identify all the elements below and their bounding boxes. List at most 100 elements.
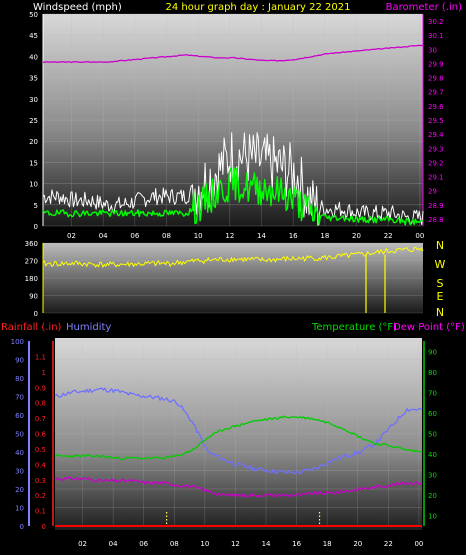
chart-title: 24 hour graph day : January 22 2021 <box>166 2 351 13</box>
compass-w: W <box>435 258 446 271</box>
x-tick-label: 08 <box>162 232 171 240</box>
rainfall-tick-label: 0.7 <box>35 415 46 423</box>
x-tick-label: 06 <box>139 540 148 548</box>
temperature-tick-label: 40 <box>428 451 437 459</box>
wind-tick-label: 20 <box>29 138 38 146</box>
weather-panel-background <box>55 338 422 530</box>
barometer-tick-label: 30 <box>428 46 437 54</box>
wind-tick-label: 35 <box>29 75 38 83</box>
x-tick-label: 02 <box>78 540 87 548</box>
x-tick-label: 04 <box>109 540 118 548</box>
temperature-tick-label: 50 <box>428 431 437 439</box>
temperature-tick-label: 60 <box>428 410 437 418</box>
barometer-axis-label: Barometer (.in) <box>386 2 462 13</box>
barometer-tick-label: 30.1 <box>428 32 444 40</box>
barometer-tick-label: 29.3 <box>428 145 444 153</box>
rainfall-tick-label: 0.4 <box>35 461 47 469</box>
axes: 0510152025303540455028.828.92929.129.229… <box>11 11 445 548</box>
wind-tick-label: 50 <box>29 11 38 19</box>
wind-tick-label: 0 <box>34 223 38 231</box>
x-tick-label: 12 <box>231 540 240 548</box>
temperature-tick-label: 20 <box>428 492 437 500</box>
direction-tick-label: 0 <box>34 310 38 318</box>
compass-n-top: N <box>436 239 444 252</box>
barometer-tick-label: 29 <box>428 188 437 196</box>
x-tick-label: 18 <box>320 232 329 240</box>
temperature-axis-label: Temperature (°F) <box>311 322 397 333</box>
x-tick-label: 10 <box>200 540 209 548</box>
rainfall-tick-label: 1.1 <box>35 353 46 361</box>
humidity-tick-label: 20 <box>15 486 24 494</box>
x-tick-label: 20 <box>353 540 362 548</box>
humidity-tick-label: 90 <box>15 357 24 365</box>
direction-line <box>42 246 424 268</box>
barometer-tick-label: 29.5 <box>428 117 444 125</box>
humidity-tick-label: 0 <box>20 523 24 531</box>
x-tick-label: 16 <box>292 540 301 548</box>
barometer-tick-label: 29.2 <box>428 159 444 167</box>
direction-tick-label: 360 <box>25 240 38 248</box>
humidity-tick-label: 60 <box>15 412 24 420</box>
x-tick-label: 04 <box>99 232 108 240</box>
barometer-tick-label: 29.8 <box>428 75 444 83</box>
x-tick-label: 14 <box>257 232 266 240</box>
x-tick-label: 06 <box>130 232 139 240</box>
humidity-line <box>54 387 423 475</box>
temperature-tick-label: 30 <box>428 472 437 480</box>
temperature-tick-label: 10 <box>428 513 437 521</box>
x-tick-label: 02 <box>67 232 76 240</box>
direction-tick-label: 180 <box>25 275 38 283</box>
wind-tick-label: 40 <box>29 53 38 61</box>
rainfall-tick-label: 0.8 <box>35 400 46 408</box>
x-tick-label: 00 <box>414 540 423 548</box>
barometer-line <box>42 44 424 64</box>
temperature-tick-label: 80 <box>428 369 437 377</box>
humidity-tick-label: 10 <box>15 505 24 513</box>
rainfall-tick-label: 0.3 <box>35 477 46 485</box>
humidity-tick-label: 100 <box>11 338 24 346</box>
temperature-tick-label: 90 <box>428 348 437 356</box>
wind-tick-label: 15 <box>29 159 38 167</box>
humidity-tick-label: 50 <box>15 431 24 439</box>
rainfall-tick-label: 0.6 <box>35 431 47 439</box>
x-tick-label: 16 <box>289 232 298 240</box>
x-tick-label: 22 <box>384 540 393 548</box>
x-tick-label: 14 <box>262 540 271 548</box>
barometer-tick-label: 28.9 <box>428 202 444 210</box>
dewpoint-line <box>54 476 423 498</box>
barometer-tick-label: 29.4 <box>428 131 444 139</box>
x-tick-label: 22 <box>384 232 393 240</box>
barometer-tick-label: 28.8 <box>428 216 444 224</box>
x-tick-label: 18 <box>323 540 332 548</box>
compass-n-bottom: N <box>436 306 444 319</box>
barometer-tick-label: 29.9 <box>428 60 444 68</box>
rainfall-tick-label: 0.1 <box>35 508 46 516</box>
rainfall-tick-label: 0.2 <box>35 492 46 500</box>
direction-tick-label: 270 <box>25 258 38 266</box>
series-layer <box>42 44 424 527</box>
wind-average-line <box>42 167 424 226</box>
x-tick-label: 10 <box>194 232 203 240</box>
x-tick-label: 12 <box>225 232 234 240</box>
rainfall-tick-label: 1 <box>42 369 46 377</box>
wind-axis-label: Windspeed (mph) <box>33 2 122 13</box>
humidity-tick-label: 80 <box>15 375 24 383</box>
rainfall-tick-label: 0.9 <box>35 384 46 392</box>
barometer-tick-label: 29.7 <box>428 89 444 97</box>
rainfall-tick-label: 0 <box>42 523 46 531</box>
x-tick-label: 00 <box>415 232 424 240</box>
wind-tick-label: 5 <box>34 202 38 210</box>
temperature-line <box>54 415 423 461</box>
humidity-axis-label: Humidity <box>66 322 111 333</box>
wind-tick-label: 30 <box>29 96 38 104</box>
humidity-tick-label: 70 <box>15 394 24 402</box>
compass-e: E <box>437 290 444 303</box>
x-tick-label: 08 <box>170 540 179 548</box>
temperature-tick-label: 70 <box>428 389 437 397</box>
dewpoint-axis-label: Dew Point (°F) <box>393 322 465 333</box>
barometer-tick-label: 29.6 <box>428 103 444 111</box>
rainfall-axis-label: Rainfall (.in) <box>1 322 62 333</box>
humidity-tick-label: 30 <box>15 468 24 476</box>
